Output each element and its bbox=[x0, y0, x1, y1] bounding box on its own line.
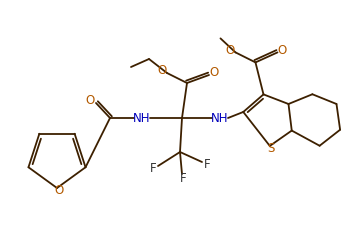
Text: O: O bbox=[54, 185, 64, 198]
Text: F: F bbox=[150, 163, 156, 176]
Text: O: O bbox=[157, 64, 167, 77]
Text: O: O bbox=[226, 44, 235, 57]
Text: O: O bbox=[278, 44, 287, 57]
Text: NH: NH bbox=[211, 111, 229, 125]
Text: O: O bbox=[86, 94, 95, 108]
Text: NH: NH bbox=[133, 111, 151, 125]
Text: F: F bbox=[204, 157, 210, 170]
Text: F: F bbox=[180, 173, 186, 185]
Text: S: S bbox=[267, 143, 274, 156]
Text: O: O bbox=[209, 67, 219, 80]
